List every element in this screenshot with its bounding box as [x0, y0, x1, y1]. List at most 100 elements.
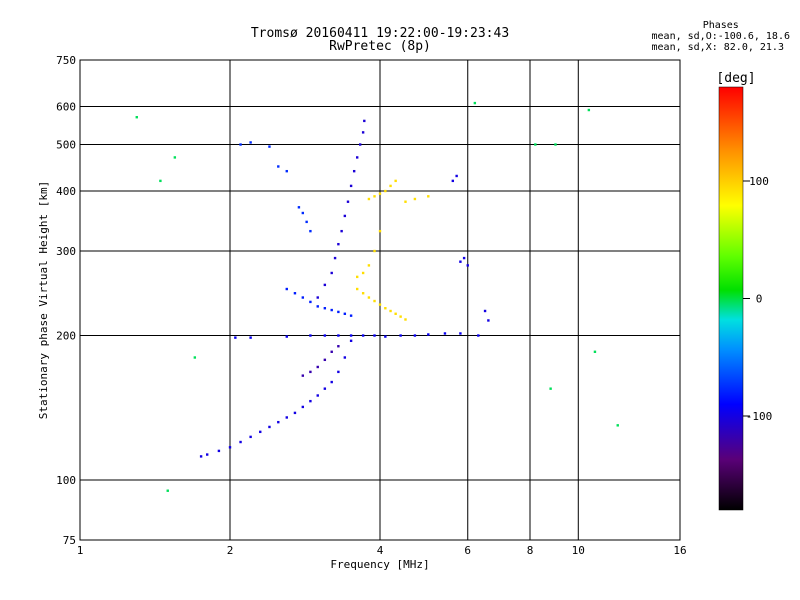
- data-point: [389, 184, 392, 188]
- data-point: [199, 455, 203, 458]
- data-point: [301, 374, 305, 377]
- data-point: [285, 416, 288, 419]
- data-point: [399, 334, 402, 337]
- data-point: [616, 424, 619, 427]
- data-point: [337, 242, 340, 246]
- data-point: [355, 287, 359, 291]
- data-point: [455, 174, 458, 178]
- phases-summary: Phases mean, sd,O:-100.6, 18.6 mean, sd,…: [652, 20, 790, 53]
- colorbar-tick-label: -100: [746, 410, 773, 423]
- data-point: [301, 296, 305, 299]
- data-point: [413, 334, 417, 337]
- y-tick-label: 500: [56, 139, 76, 152]
- data-point: [554, 143, 557, 146]
- data-point: [337, 345, 340, 348]
- y-tick-label: 750: [56, 54, 76, 67]
- data-point: [330, 380, 333, 384]
- data-point: [249, 336, 252, 339]
- data-point: [343, 214, 347, 218]
- data-point: [466, 264, 469, 267]
- colorbar-label: [deg]: [716, 71, 755, 86]
- data-point: [361, 131, 365, 134]
- data-point: [228, 446, 232, 449]
- data-point: [451, 179, 455, 183]
- data-point: [459, 260, 462, 263]
- data-point: [361, 271, 365, 275]
- data-point: [301, 211, 305, 215]
- data-point: [268, 425, 271, 429]
- x-axis: 1 2 4 6 8 10 16: [77, 544, 687, 557]
- colorbar-tick-label: 100: [749, 175, 769, 188]
- y-tick-label: 75: [63, 534, 76, 547]
- x-tick-label: 2: [227, 544, 234, 557]
- data-point: [340, 229, 343, 233]
- data-point: [293, 411, 297, 415]
- data-point: [399, 315, 402, 318]
- x-tick-label: 10: [572, 544, 585, 557]
- data-point: [205, 453, 209, 456]
- data-point: [323, 334, 327, 337]
- data-point: [166, 489, 169, 492]
- data-point: [587, 108, 591, 112]
- data-point: [309, 300, 312, 304]
- data-point: [373, 249, 376, 253]
- data-point: [249, 435, 252, 439]
- phases-o-stats: mean, sd,O:-100.6, 18.6: [651, 31, 790, 42]
- data-point: [217, 449, 221, 453]
- data-point: [277, 420, 280, 424]
- data-point: [337, 370, 340, 374]
- data-point: [349, 184, 353, 188]
- chart-subtitle: RwPretec (8p): [329, 39, 431, 54]
- data-point: [404, 318, 407, 321]
- data-point: [361, 292, 365, 295]
- data-point: [316, 305, 319, 308]
- data-point: [323, 307, 327, 310]
- data-point: [268, 145, 271, 148]
- data-point: [285, 287, 288, 291]
- y-tick-label: 200: [56, 330, 76, 343]
- data-point: [330, 271, 333, 275]
- data-point: [394, 179, 397, 183]
- data-point: [349, 314, 353, 317]
- x-axis-label: Frequency [MHz]: [330, 558, 429, 571]
- data-point: [367, 264, 371, 267]
- data-point: [404, 200, 407, 203]
- data-point: [358, 143, 362, 146]
- data-point: [427, 333, 430, 336]
- data-point: [367, 296, 371, 299]
- data-point: [309, 370, 312, 374]
- data-point: [285, 335, 288, 338]
- data-point: [249, 141, 252, 144]
- data-point: [337, 334, 340, 337]
- data-point: [297, 206, 301, 209]
- colorbar: [718, 86, 744, 511]
- data-point: [309, 399, 312, 403]
- data-point: [323, 283, 327, 287]
- data-point: [427, 195, 430, 198]
- data-point: [443, 332, 447, 335]
- x-tick-label: 1: [77, 544, 84, 557]
- data-point: [301, 405, 305, 409]
- y-axis: 75 100 200 300 400 500 600 750: [56, 54, 76, 547]
- data-point: [193, 356, 197, 359]
- data-point: [394, 312, 397, 315]
- data-point: [343, 312, 347, 315]
- data-point: [316, 394, 319, 397]
- data-point: [135, 116, 138, 119]
- data-point: [459, 332, 462, 335]
- x-tick-label: 16: [673, 544, 686, 557]
- data-point: [378, 192, 382, 195]
- data-point: [330, 308, 333, 312]
- data-point: [333, 256, 337, 260]
- grid-lines: [80, 60, 680, 540]
- data-point: [487, 319, 490, 322]
- data-point: [384, 189, 387, 193]
- data-point: [349, 334, 353, 337]
- y-tick-label: 100: [56, 474, 76, 487]
- data-point: [309, 334, 312, 337]
- data-point: [285, 169, 288, 173]
- data-point: [373, 334, 376, 337]
- data-points: [135, 101, 619, 492]
